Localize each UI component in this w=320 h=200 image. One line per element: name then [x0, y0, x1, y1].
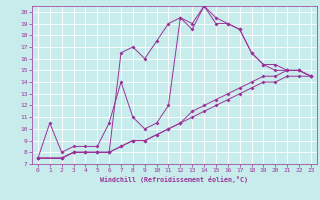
X-axis label: Windchill (Refroidissement éolien,°C): Windchill (Refroidissement éolien,°C) [100, 176, 248, 183]
